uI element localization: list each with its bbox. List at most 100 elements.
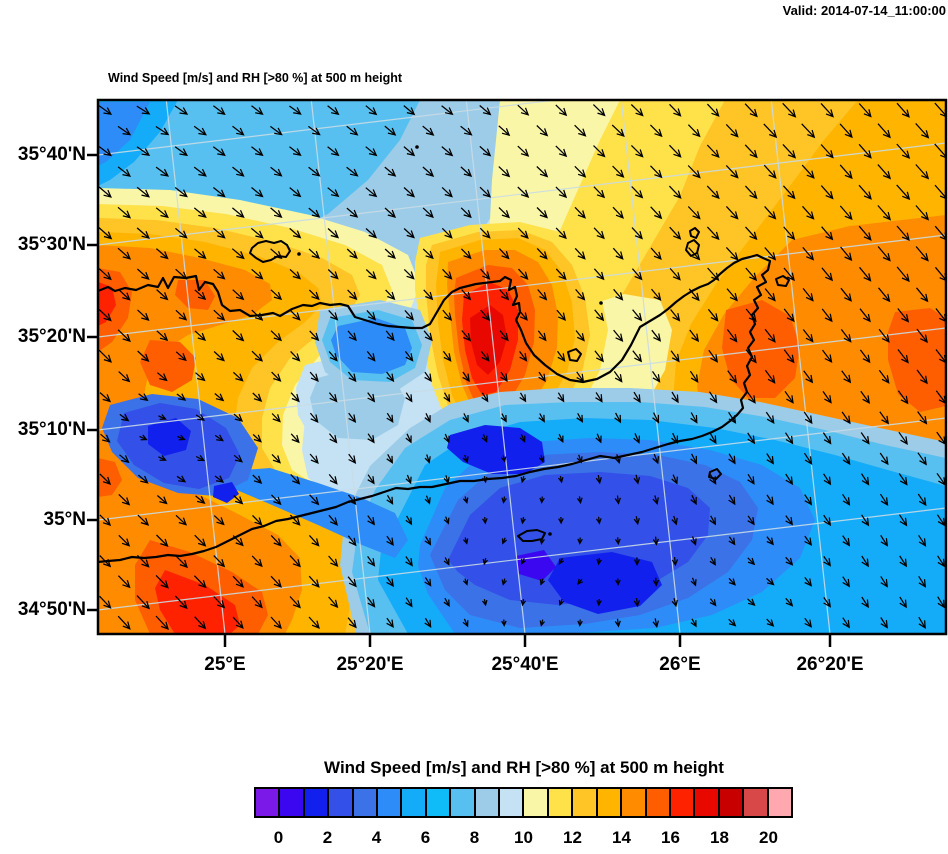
wind-arrow	[764, 247, 777, 261]
wind-arrow	[327, 146, 340, 157]
wind-arrow	[158, 455, 167, 461]
contour-region	[213, 482, 239, 503]
wind-arrow	[862, 638, 869, 648]
wind-arrow	[328, 555, 339, 568]
wind-arrow	[859, 266, 872, 282]
wind-arrow	[727, 370, 738, 384]
wind-arrow	[156, 534, 169, 547]
wind-arrow	[233, 454, 243, 463]
wind-arrow	[479, 145, 492, 157]
lon-label-25-20E: 25°20'E	[336, 654, 404, 675]
wind-arrow	[804, 535, 813, 547]
wind-arrow	[271, 413, 281, 423]
wind-arrow	[117, 166, 132, 177]
contour-region	[140, 340, 196, 392]
wind-arrow	[896, 143, 911, 160]
wind-arrow	[764, 288, 776, 302]
wind-arrow	[918, 616, 926, 629]
wind-arrow	[726, 329, 738, 343]
wind-arrow	[782, 102, 797, 118]
wind-arrow	[651, 371, 661, 383]
wind-arrow	[687, 206, 701, 220]
wind-arrow	[706, 185, 720, 200]
wind-arrow	[442, 268, 453, 280]
wind-arrow	[725, 164, 739, 179]
wind-speed-contour-fills	[98, 100, 946, 634]
wind-arrow	[690, 453, 698, 465]
wind-arrow	[861, 514, 870, 527]
wind-arrow	[386, 412, 394, 423]
wind-arrow	[841, 411, 851, 425]
wind-arrow	[669, 226, 682, 240]
wind-arrow	[479, 105, 492, 116]
wind-arrow	[498, 248, 510, 260]
wind-arrow	[821, 226, 834, 241]
wind-arrow	[918, 534, 927, 547]
contour-region	[148, 418, 191, 456]
wind-arrow	[688, 288, 700, 302]
parallel-line	[98, 142, 946, 246]
wind-arrow	[252, 474, 263, 484]
legend-color-cell	[400, 789, 425, 816]
wind-arrow	[877, 123, 891, 139]
wind-arrow	[403, 228, 415, 239]
wind-arrow	[482, 598, 488, 607]
wind-arrow	[232, 125, 245, 136]
wind-arrow	[137, 474, 149, 484]
wind-arrow	[498, 125, 511, 137]
wind-arrow	[537, 289, 548, 301]
wind-arrow	[177, 434, 186, 441]
legend-tick-label: 4	[371, 828, 382, 847]
wind-arrow	[290, 433, 300, 444]
wind-arrow	[896, 266, 910, 283]
islet-dot	[415, 145, 419, 149]
legend-tick-label: 14	[612, 828, 631, 847]
wind-arrow	[878, 369, 890, 384]
wind-arrow	[689, 329, 700, 343]
parallel-line	[98, 100, 561, 156]
wind-arrow	[803, 411, 813, 425]
wind-arrow	[233, 495, 244, 505]
wind-arrow	[270, 207, 283, 219]
wind-arrow	[559, 640, 564, 646]
wind-arrow	[710, 640, 716, 647]
wind-arrow	[764, 328, 776, 343]
wind-arrow	[175, 351, 187, 362]
legend-color-cell	[595, 789, 621, 816]
wind-arrow	[611, 124, 625, 137]
wind-arrow	[367, 556, 376, 567]
wind-vector-arrows	[98, 102, 946, 648]
legend-tick-label: 20	[759, 828, 778, 847]
wind-arrow	[917, 452, 927, 466]
wind-arrow	[366, 351, 376, 362]
wind-arrow	[328, 474, 338, 485]
wind-arrow	[232, 207, 245, 218]
wind-arrow	[821, 267, 833, 282]
legend-color-cell	[473, 789, 499, 816]
wind-arrow	[897, 390, 909, 405]
meridian-line	[165, 100, 226, 634]
wind-arrow	[99, 555, 112, 568]
wind-arrow	[690, 412, 698, 424]
wind-arrow	[518, 309, 528, 321]
wind-arrow	[308, 575, 320, 588]
wind-arrow	[441, 105, 454, 116]
wind-arrow	[631, 186, 644, 199]
wind-arrow	[250, 227, 264, 239]
legend-tick-label: 0	[273, 828, 284, 847]
wind-arrow	[595, 474, 602, 485]
wind-arrow	[536, 125, 549, 137]
contour-region	[447, 425, 545, 474]
wind-arrow	[728, 494, 736, 506]
wind-arrow	[745, 226, 758, 241]
wind-arrow	[405, 556, 413, 567]
legend-tick-label: 16	[661, 828, 680, 847]
wind-arrow	[520, 598, 527, 607]
wind-arrow	[232, 616, 244, 629]
wind-arrow	[577, 619, 583, 627]
wind-arrow	[709, 515, 716, 526]
wind-arrow	[536, 166, 549, 178]
wind-arrow	[232, 330, 245, 342]
wind-arrow	[441, 146, 454, 157]
wind-arrow	[764, 369, 776, 384]
